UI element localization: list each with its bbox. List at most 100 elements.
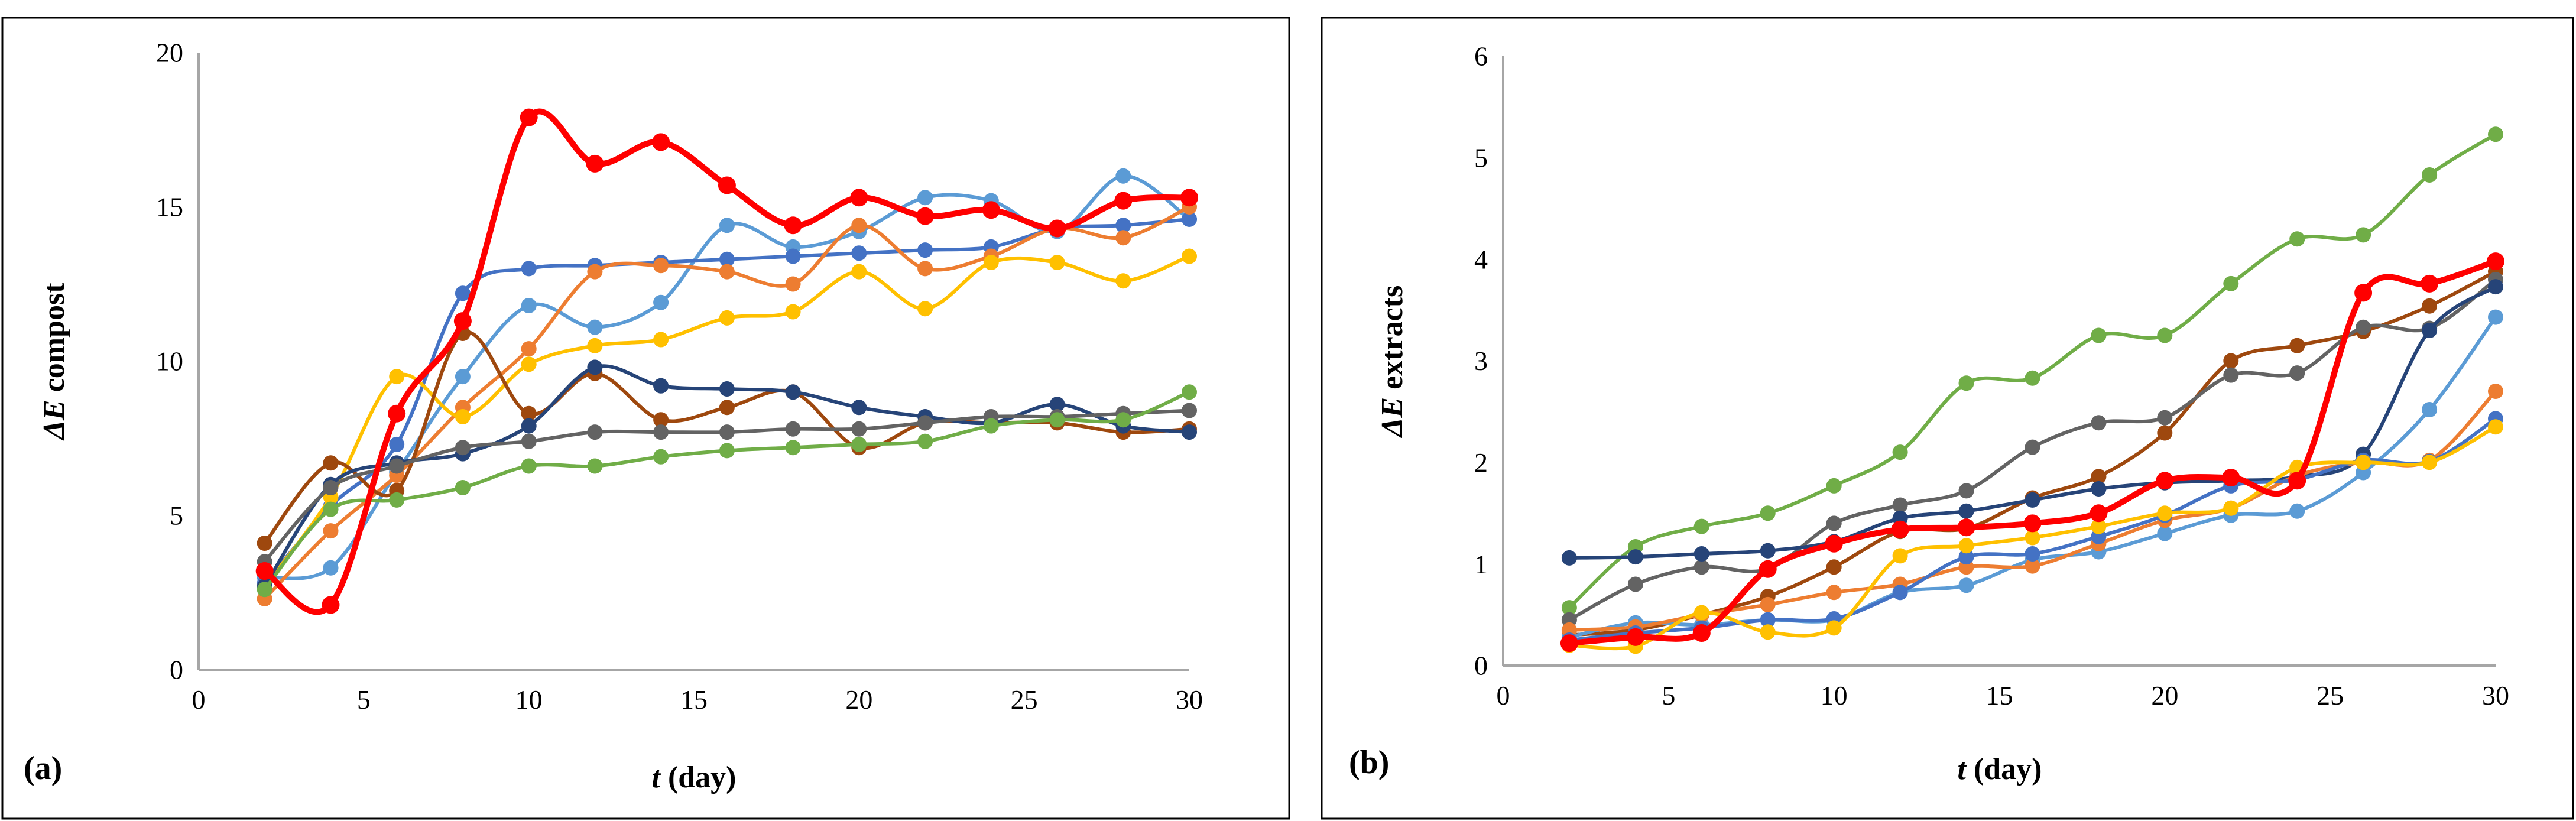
data-point (389, 436, 405, 452)
data-point (1561, 600, 1577, 616)
data-point (1182, 424, 1197, 440)
data-point (719, 443, 735, 459)
data-point (2289, 231, 2305, 247)
data-point (983, 418, 999, 434)
panel-b-x-tick-label: 10 (1821, 680, 1848, 710)
data-point (2356, 319, 2371, 335)
data-point (1759, 560, 1777, 578)
data-point (2223, 353, 2239, 369)
data-point (1826, 478, 1842, 494)
data-point (785, 276, 801, 292)
data-point (587, 264, 603, 280)
data-point (257, 582, 272, 598)
panel-a-x-tick-label: 0 (192, 684, 206, 715)
data-point (2356, 455, 2371, 470)
data-point (1958, 538, 1974, 554)
data-point (389, 369, 405, 385)
data-point (2091, 518, 2107, 534)
data-point (719, 400, 735, 416)
data-point (323, 455, 339, 471)
data-point (1825, 534, 1843, 553)
data-point (917, 301, 933, 317)
data-point (784, 216, 802, 235)
data-point (851, 264, 867, 280)
data-point (785, 248, 801, 264)
data-point (255, 562, 274, 580)
series-line (1566, 258, 2499, 647)
panel-a-y-tick-label: 0 (170, 655, 183, 685)
data-point (1826, 585, 1842, 601)
data-point (719, 381, 735, 397)
data-point (2288, 472, 2306, 490)
data-point (2289, 365, 2305, 381)
data-point (653, 378, 669, 394)
data-point (785, 421, 801, 437)
data-point (2157, 505, 2173, 521)
data-point (1560, 634, 1578, 653)
data-point (1760, 596, 1776, 612)
data-point (1627, 549, 1643, 565)
data-point (2223, 500, 2239, 516)
data-point (2091, 481, 2107, 497)
data-point (653, 449, 669, 465)
data-point (653, 424, 669, 440)
panel-a-x-label: t (day) (651, 761, 736, 794)
panel-b-series (1560, 126, 2504, 654)
data-point (2223, 367, 2239, 383)
data-point (917, 190, 933, 206)
data-point (521, 261, 537, 277)
panel-a-x-tick-label: 5 (357, 684, 371, 715)
panel-a-series-5 (257, 248, 1197, 595)
data-point (1693, 605, 1709, 621)
data-point (1958, 503, 1974, 519)
data-point (917, 261, 933, 277)
data-point (389, 492, 405, 508)
data-point (2422, 298, 2438, 314)
data-point (2091, 327, 2107, 343)
data-point (521, 405, 537, 421)
panel-a-y-label: ΔE compost (37, 283, 71, 441)
panel-b-x-tick-label: 15 (1986, 680, 2013, 710)
data-point (1182, 211, 1197, 227)
data-point (2223, 275, 2239, 291)
data-point (1958, 483, 1974, 499)
data-point (1182, 384, 1197, 400)
data-point (2354, 284, 2373, 302)
data-point (2025, 370, 2040, 386)
panel-b-x-tick-label: 20 (2151, 680, 2178, 710)
panel-b-y-tick-label: 3 (1474, 346, 1488, 376)
data-point (1693, 546, 1709, 562)
panel-a-series-1 (255, 108, 1198, 615)
panel-b-y-tick-label: 6 (1474, 41, 1488, 72)
panel-a-y-tick-label: 5 (170, 501, 183, 531)
data-point (850, 189, 868, 207)
data-point (652, 133, 670, 151)
data-point (1049, 255, 1065, 270)
data-point (653, 294, 669, 310)
data-point (1958, 375, 1974, 391)
data-point (1115, 412, 1131, 428)
panel-a-x-tick-label: 25 (1011, 684, 1038, 715)
data-point (521, 458, 537, 474)
panel-b-series-2 (1560, 252, 2504, 653)
data-point (521, 298, 537, 313)
data-point (653, 258, 669, 274)
data-point (2090, 504, 2108, 523)
data-point (785, 304, 801, 320)
data-point (1626, 628, 1644, 646)
data-point (719, 218, 735, 233)
data-point (851, 421, 867, 437)
data-point (2157, 525, 2173, 541)
data-point (2356, 227, 2371, 243)
data-point (917, 415, 933, 431)
data-point (257, 536, 272, 551)
data-point (455, 409, 471, 424)
panel-b-x-tick-label: 5 (1662, 680, 1675, 710)
data-point (455, 369, 471, 385)
data-point (2422, 402, 2438, 417)
data-point (718, 176, 736, 194)
data-point (785, 384, 801, 400)
data-point (2488, 384, 2503, 399)
